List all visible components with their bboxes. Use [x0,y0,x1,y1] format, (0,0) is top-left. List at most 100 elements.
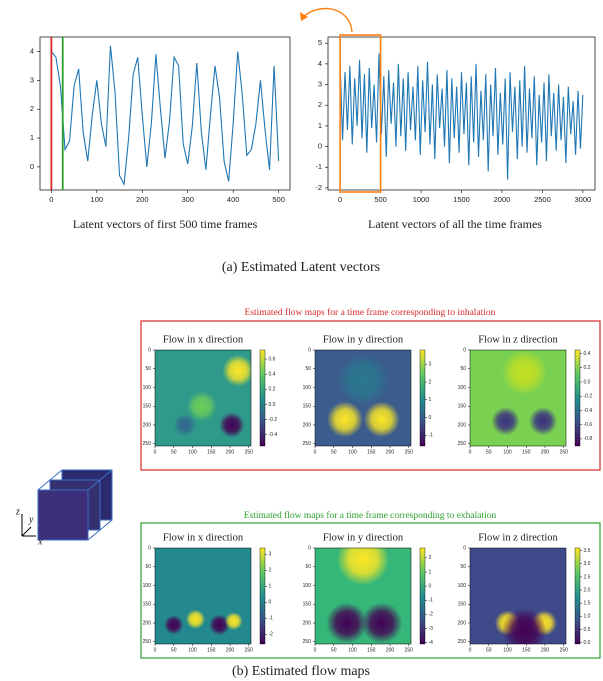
x-tick-label: 50 [486,647,492,653]
flow-image [470,548,566,644]
y-tick-label: 100 [458,385,467,391]
x-tick-label: 250 [245,647,254,653]
x-tick-label: 250 [245,449,254,455]
image-blob [327,401,363,438]
panel-title: Flow in z direction [478,334,558,345]
colorbar-tick-label: 2 [429,379,432,385]
x-tick-label: 0 [338,195,342,204]
x-tick-label: 250 [405,647,414,653]
colorbar-tick-label: 0.0 [269,402,276,408]
data-line [50,45,280,187]
x-tick-label: 50 [171,449,177,455]
y-tick-label: 4 [318,59,322,68]
colorbar-tick-label: -0.4 [584,408,593,414]
y-tick-label: 3 [30,75,34,84]
colorbar-tick-label: -0.2 [584,394,593,400]
group-box [140,522,601,659]
data-line [339,53,584,180]
colorbar-tick-label: 0.0 [584,379,591,385]
panel-title: Flow in y direction [323,532,404,543]
line-chart: 0 100 200 300 400 500 0 1 2 3 4 [30,36,291,204]
plot-frame [39,36,291,191]
y-tick-label: 200 [303,422,312,428]
flow-image [315,350,411,446]
x-tick-label: 50 [486,449,492,455]
axis-letter: x [37,536,43,547]
x-tick-label: 50 [331,449,337,455]
x-tick-label: 2000 [494,195,511,204]
colorbar [419,547,426,645]
x-tick-label: 200 [226,647,235,653]
image-blob [501,350,547,395]
x-tick-label: 150 [207,449,216,455]
image-blob [361,602,403,644]
colorbar [574,349,581,447]
colorbar-tick-label: 3 [269,552,272,558]
x-tick-label: 150 [522,647,531,653]
axes-icon: z y x [15,469,113,547]
y-tick-label: 250 [303,639,312,645]
colorbar-tick-label: -1 [269,616,274,622]
highlight-range [339,34,382,193]
y-tick-label: 0 [148,347,151,353]
flow-image [470,350,566,446]
x-tick-label: 100 [348,449,357,455]
colorbar-tick-label: 3.0 [584,561,591,567]
y-tick-label: 250 [143,441,152,447]
panel-title: Flow in x direction [163,334,244,345]
y-tick-label: -1 [315,162,322,171]
colorbar-tick-label: -2 [269,632,274,638]
image-blob [173,413,197,437]
x-tick-label: 50 [331,647,337,653]
y-tick-label: 50 [145,564,151,570]
y-tick-label: 1 [318,121,322,130]
axes-arrows [21,514,36,537]
image-frame [314,349,412,447]
link-arrow [301,7,353,33]
x-tick-label: 0 [469,647,472,653]
x-tick-label: 100 [348,647,357,653]
y-tick-label: 50 [460,564,466,570]
x-tick-label: 250 [560,449,569,455]
colorbar-tick-label: 0.5 [584,627,591,633]
colorbar-tick-label: -0.4 [269,432,278,438]
y-tick-label: 150 [143,404,152,410]
x-tick-label: 150 [367,647,376,653]
x-tick-label: 0 [49,195,53,204]
image-blob [363,401,400,438]
image-frame [469,547,567,645]
image-frame [154,547,252,645]
image-blob [186,391,217,422]
x-tick-label: 100 [188,449,197,455]
x-tick-label: 0 [469,449,472,455]
image-blob [209,614,230,636]
y-tick-label: 0 [30,162,34,171]
line-caption: Latent vectors of all the time frames [368,217,542,231]
group-box [140,320,601,471]
y-tick-label: 200 [458,422,467,428]
y-tick-label: 0 [308,545,311,551]
axis-letter: y [28,514,34,525]
x-tick-label: 0 [314,449,317,455]
image-blob [326,602,368,644]
colorbar-tick-label: 1 [429,397,432,403]
y-tick-label: 100 [458,583,467,589]
y-tick-label: 150 [458,404,467,410]
image-blob [336,353,390,407]
y-tick-label: 0 [148,545,151,551]
x-tick-label: 250 [405,449,414,455]
y-tick-label: 0 [308,347,311,353]
subcaption: (a) Estimated Latent vectors [222,260,380,275]
colorbar [574,547,581,645]
x-tick-label: 2500 [534,195,551,204]
colorbar-tick-label: 0 [429,415,432,421]
x-tick-label: 200 [541,449,550,455]
y-tick-label: 100 [303,385,312,391]
y-tick-label: 250 [458,441,467,447]
x-tick-label: 1000 [413,195,430,204]
